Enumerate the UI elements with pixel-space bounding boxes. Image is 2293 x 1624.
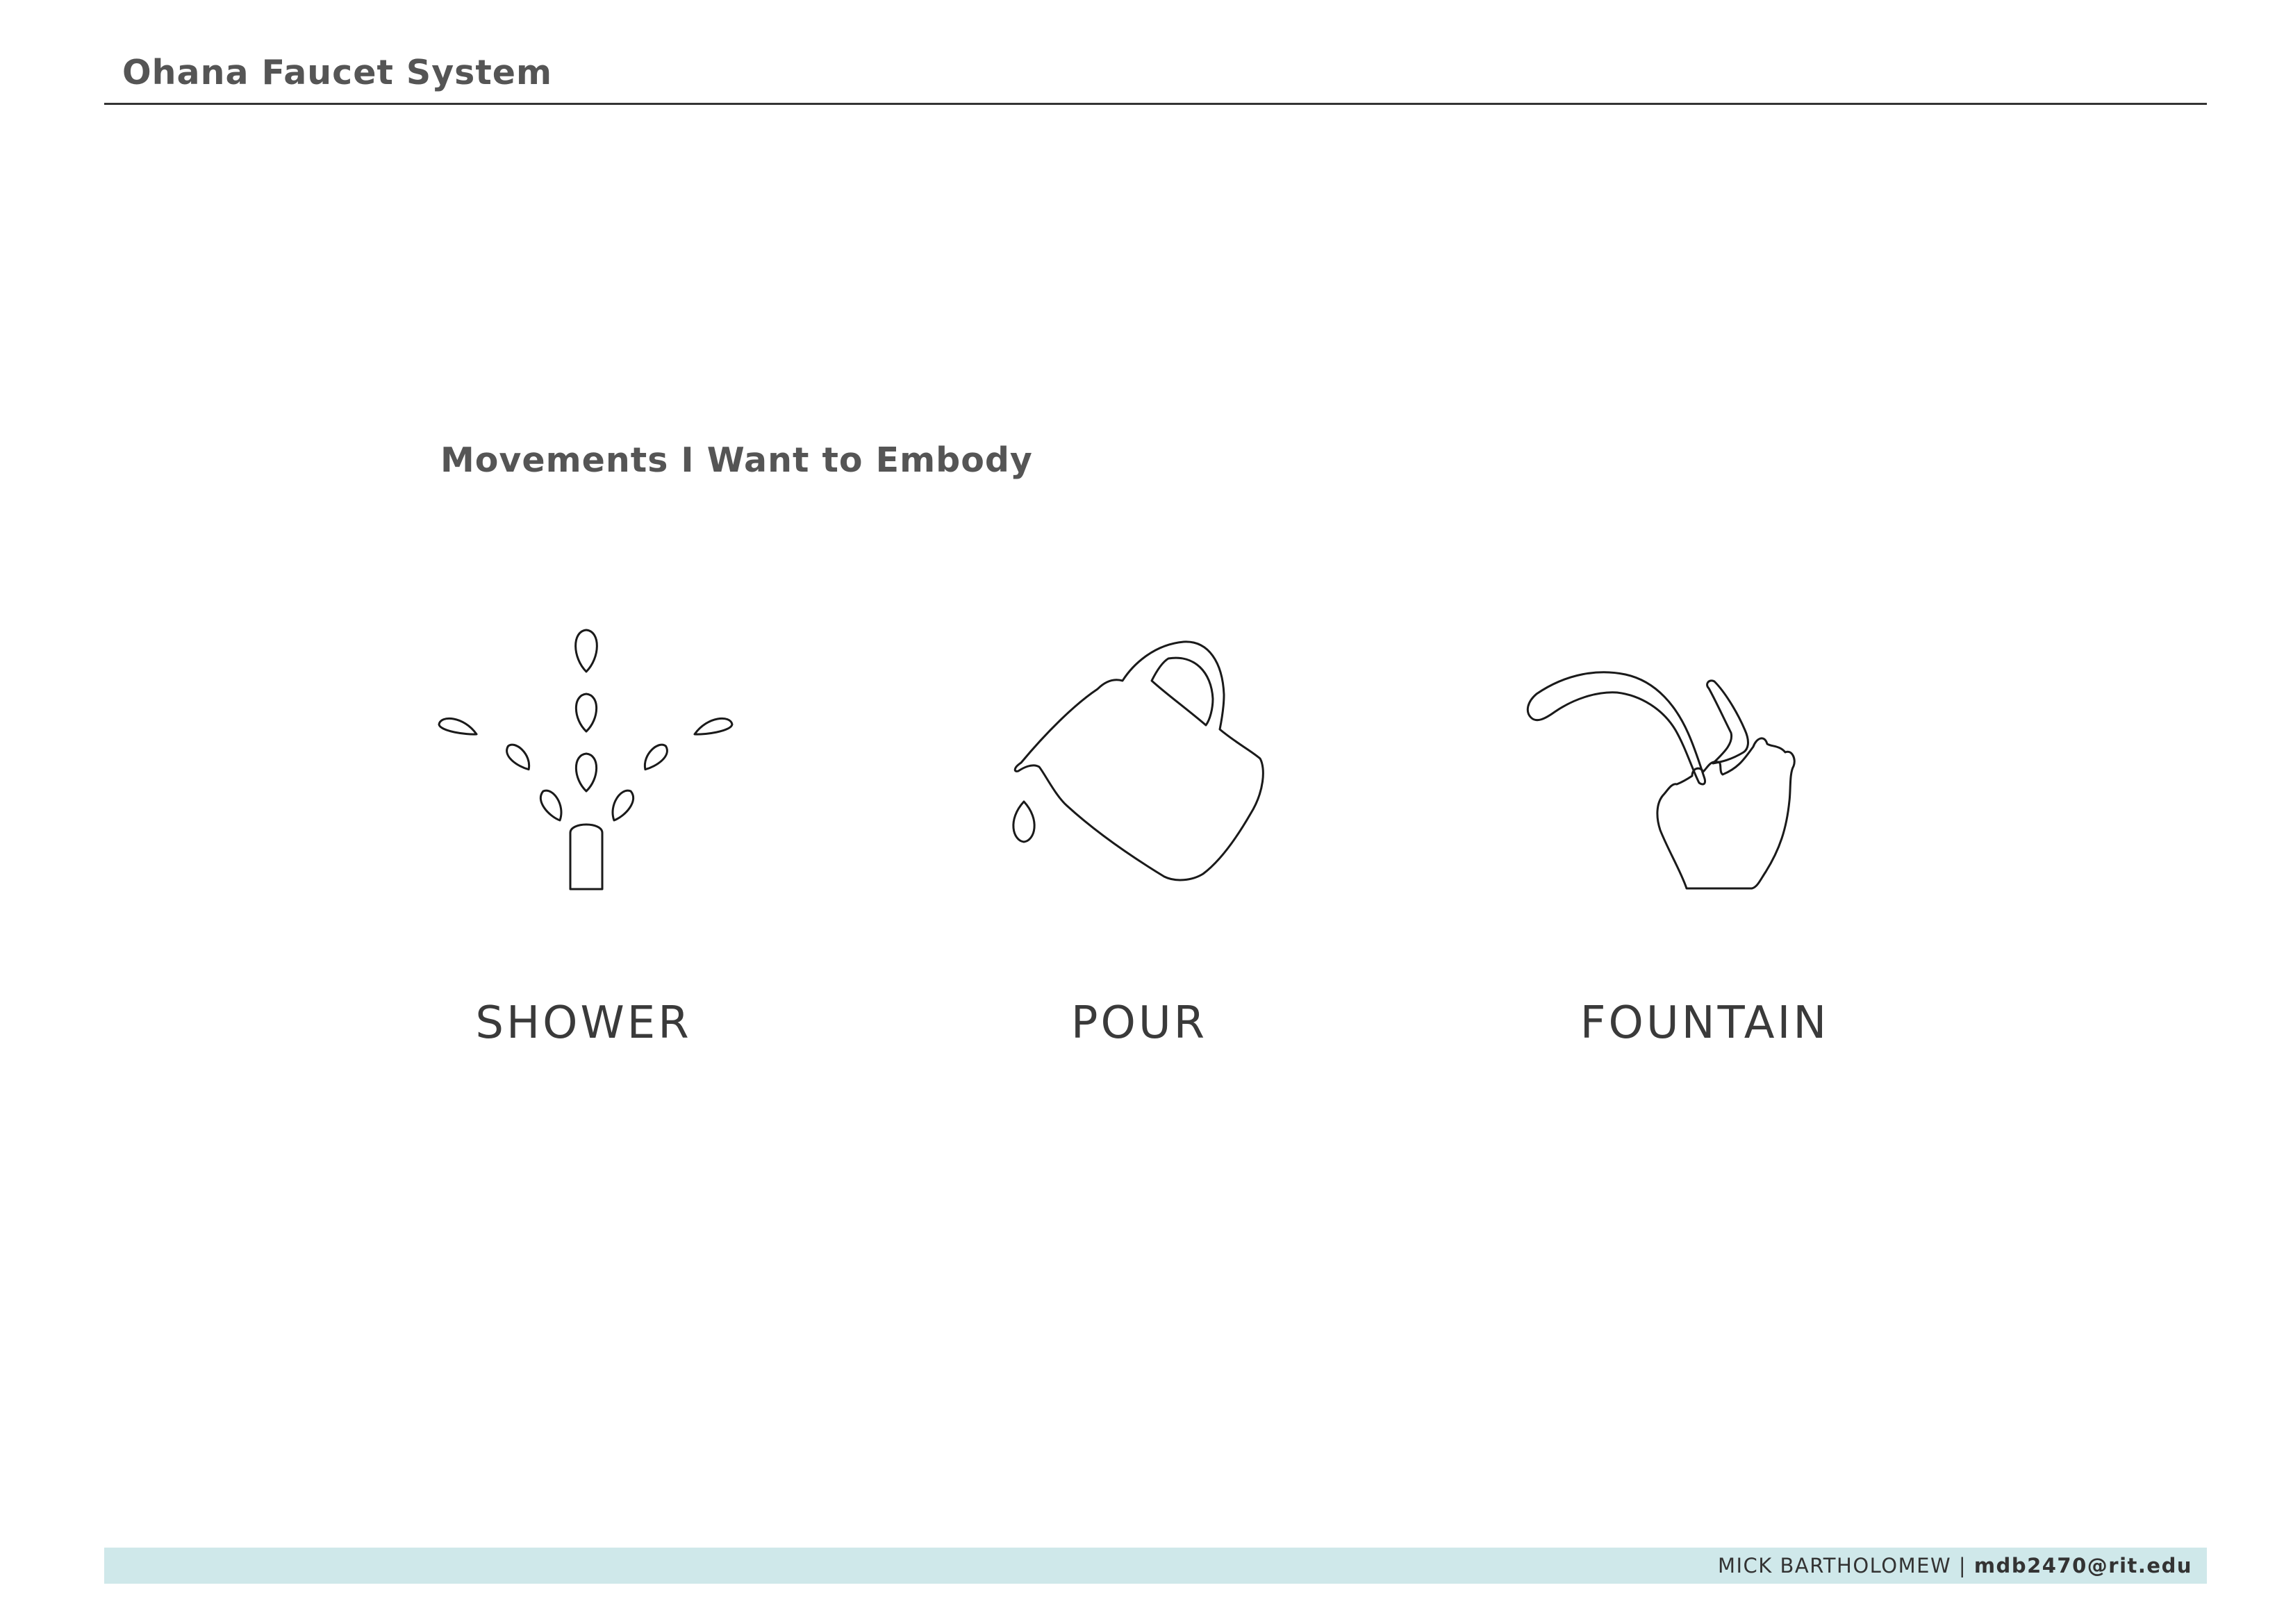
page-title: Ohana Faucet System bbox=[122, 53, 553, 92]
footer-separator: | bbox=[1958, 1554, 1967, 1577]
header-divider bbox=[104, 103, 2207, 105]
fountain-icon bbox=[1526, 671, 1796, 890]
footer-bar: MICK BARTHOLOMEW | mdb2470@rit.edu bbox=[104, 1548, 2207, 1584]
shower-icon bbox=[438, 629, 734, 890]
movement-label-pour: POUR bbox=[1070, 997, 1208, 1049]
movement-label-shower: SHOWER bbox=[475, 997, 692, 1049]
movement-label-fountain: FOUNTAIN bbox=[1580, 997, 1830, 1049]
author-email[interactable]: mdb2470@rit.edu bbox=[1973, 1554, 2192, 1577]
pitcher-pour-icon bbox=[1012, 640, 1264, 881]
footer-credit: MICK BARTHOLOMEW | mdb2470@rit.edu bbox=[1718, 1553, 2192, 1578]
section-heading: Movements I Want to Embody bbox=[440, 440, 1033, 480]
author-name: MICK BARTHOLOMEW bbox=[1717, 1554, 1952, 1577]
